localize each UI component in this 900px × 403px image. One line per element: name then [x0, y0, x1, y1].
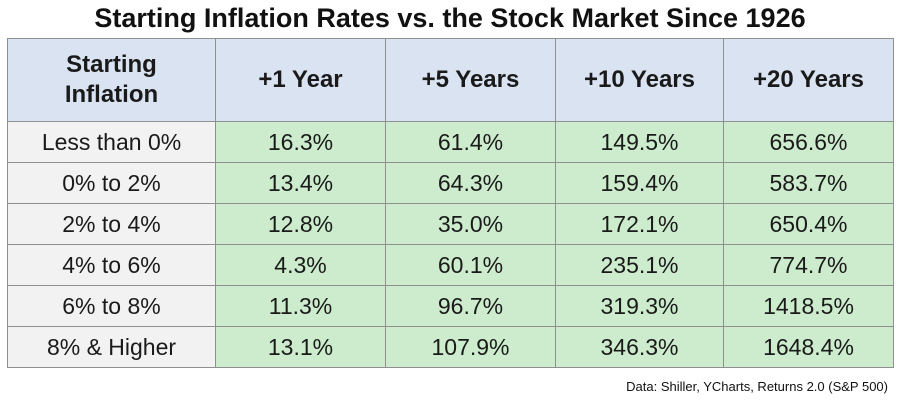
row-label: 4% to 6% — [7, 244, 216, 286]
column-header: Starting Inflation — [7, 38, 216, 122]
value-cell: 16.3% — [215, 121, 386, 163]
value-cell: 656.6% — [723, 121, 894, 163]
value-cell: 319.3% — [555, 285, 724, 327]
value-cell: 583.7% — [723, 162, 894, 204]
table-row: 4% to 6% 4.3% 60.1% 235.1% 774.7% — [7, 244, 894, 286]
column-header: +5 Years — [385, 38, 556, 122]
value-cell: 107.9% — [385, 326, 556, 368]
table-row: 6% to 8% 11.3% 96.7% 319.3% 1418.5% — [7, 285, 894, 327]
value-cell: 35.0% — [385, 203, 556, 245]
value-cell: 11.3% — [215, 285, 386, 327]
source-note: Data: Shiller, YCharts, Returns 2.0 (S&P… — [626, 379, 888, 394]
value-cell: 774.7% — [723, 244, 894, 286]
table-row: 8% & Higher 13.1% 107.9% 346.3% 1648.4% — [7, 326, 894, 368]
value-cell: 1418.5% — [723, 285, 894, 327]
value-cell: 96.7% — [385, 285, 556, 327]
chart-title: Starting Inflation Rates vs. the Stock M… — [94, 3, 806, 33]
value-cell: 172.1% — [555, 203, 724, 245]
value-cell: 61.4% — [385, 121, 556, 163]
value-cell: 64.3% — [385, 162, 556, 204]
value-cell: 12.8% — [215, 203, 386, 245]
value-cell: 4.3% — [215, 244, 386, 286]
column-header: +20 Years — [723, 38, 894, 122]
row-label: 2% to 4% — [7, 203, 216, 245]
row-label: 8% & Higher — [7, 326, 216, 368]
header-row: Starting Inflation +1 Year +5 Years +10 Y… — [7, 38, 894, 122]
value-cell: 149.5% — [555, 121, 724, 163]
row-label: Less than 0% — [7, 121, 216, 163]
value-cell: 650.4% — [723, 203, 894, 245]
table-row: Less than 0% 16.3% 61.4% 149.5% 656.6% — [7, 121, 894, 163]
column-header: +1 Year — [215, 38, 386, 122]
value-cell: 13.1% — [215, 326, 386, 368]
table-row: 2% to 4% 12.8% 35.0% 172.1% 650.4% — [7, 203, 894, 245]
value-cell: 13.4% — [215, 162, 386, 204]
row-label: 6% to 8% — [7, 285, 216, 327]
row-label: 0% to 2% — [7, 162, 216, 204]
value-cell: 159.4% — [555, 162, 724, 204]
column-header: +10 Years — [555, 38, 724, 122]
value-cell: 346.3% — [555, 326, 724, 368]
data-table: Starting Inflation +1 Year +5 Years +10 Y… — [7, 38, 894, 368]
value-cell: 1648.4% — [723, 326, 894, 368]
value-cell: 235.1% — [555, 244, 724, 286]
table-row: 0% to 2% 13.4% 64.3% 159.4% 583.7% — [7, 162, 894, 204]
value-cell: 60.1% — [385, 244, 556, 286]
